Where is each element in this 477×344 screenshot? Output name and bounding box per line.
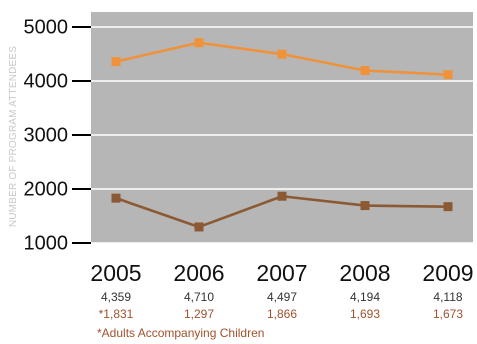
value-label-series-1-2008: 4,194	[350, 290, 380, 304]
value-label-series-2-2008: 1,693	[350, 307, 380, 321]
y-tick-label-5000: 5000	[24, 17, 69, 39]
y-tick-label-3000: 3000	[24, 125, 69, 147]
x-tick-label-2009: 2009	[422, 260, 473, 286]
value-label-series-2-2009: 1,673	[433, 307, 463, 321]
value-label-series-1-2006: 4,710	[184, 290, 214, 304]
y-tick-label-2000: 2000	[24, 179, 69, 201]
series-1-point-2009	[443, 70, 453, 80]
y-axis-tick-labels: 1000 2000 3000 4000 5000	[24, 17, 69, 255]
series-2-point-2006	[194, 222, 204, 232]
value-label-series-2-2006: 1,297	[184, 307, 214, 321]
x-tick-label-2008: 2008	[339, 260, 390, 286]
y-tick-label-4000: 4000	[24, 71, 69, 93]
value-labels: 4,359 4,710 4,497 4,194 4,118 *1,831 1,297 1,86…	[99, 290, 464, 321]
series-2-point-2009	[443, 202, 453, 212]
y-axis-label: NUMBER OF PROGRAM ATTENDEES	[8, 45, 20, 227]
x-tick-label-2005: 2005	[90, 260, 141, 286]
x-axis-tick-labels: 2005 2006 2007 2008 2009	[90, 260, 473, 286]
y-tick-label-1000: 1000	[24, 233, 69, 255]
gridlines	[91, 26, 473, 244]
value-label-series-1-2005: 4,359	[101, 290, 131, 304]
x-tick-label-2007: 2007	[256, 260, 307, 286]
y-axis-label-box: NUMBER OF PROGRAM ATTENDEES	[6, 15, 22, 257]
y-axis-ticks	[72, 26, 91, 244]
series-1-point-2006	[194, 38, 204, 48]
value-label-series-1-2009: 4,118	[433, 290, 462, 304]
series-2-point-2008	[360, 201, 370, 211]
series-1-point-2007	[277, 49, 287, 59]
series-2-point-2007	[277, 191, 287, 201]
series-points	[111, 38, 453, 232]
x-tick-label-2006: 2006	[173, 260, 224, 286]
series-1-point-2005	[111, 57, 121, 67]
footnote: *Adults Accompanying Children	[97, 326, 265, 340]
series-1-point-2008	[360, 66, 370, 76]
series-2-point-2005	[111, 193, 121, 203]
value-label-series-2-2007: 1,866	[267, 307, 297, 321]
value-label-series-2-2005: *1,831	[99, 307, 134, 321]
value-label-series-1-2007: 4,497	[267, 290, 297, 304]
